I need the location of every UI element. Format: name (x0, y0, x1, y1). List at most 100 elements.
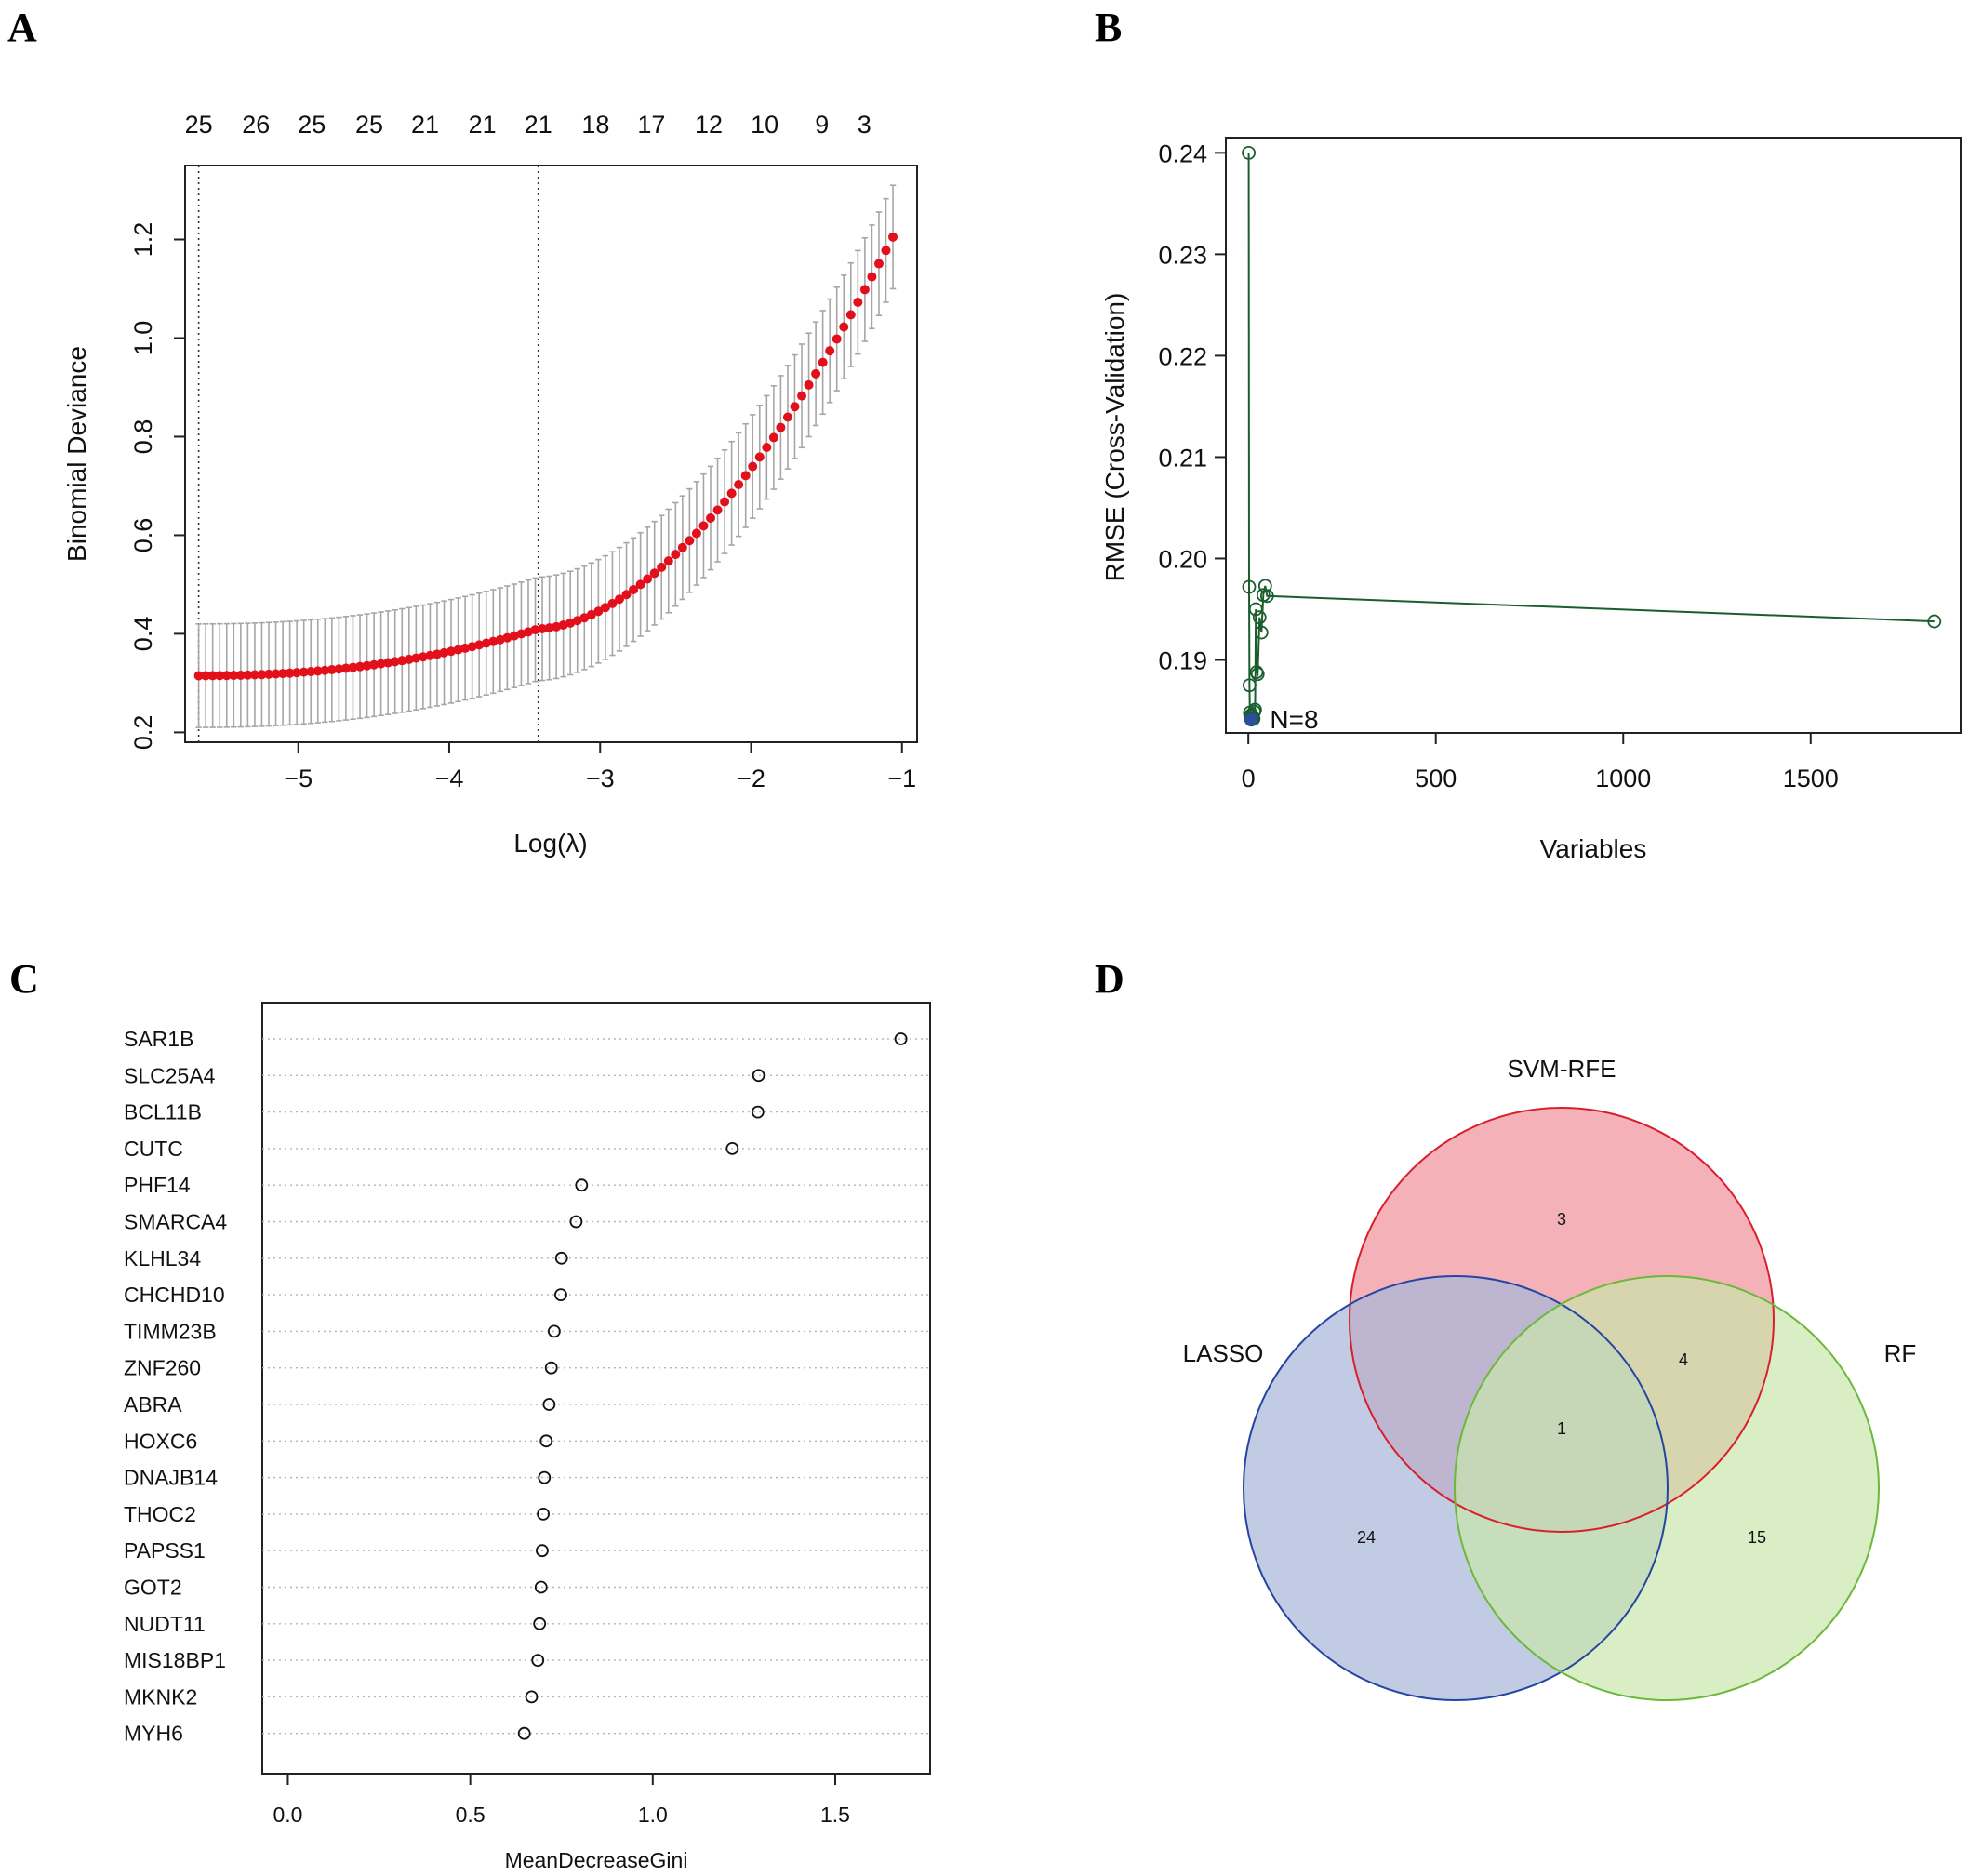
panel-a-point (663, 556, 673, 566)
panel-a-point (832, 334, 842, 344)
panel-a-point (348, 662, 358, 672)
panel-a-point (579, 613, 590, 623)
panel-b-x-tick-label: 500 (1415, 765, 1457, 792)
panel-a-point (425, 650, 435, 660)
panel-c-point (538, 1470, 552, 1484)
panel-c-gene-label: SLC25A4 (124, 1063, 216, 1087)
panel-a-point (888, 232, 898, 242)
panel-a-top-axis-label: 10 (751, 111, 778, 139)
panel-b-y-label: RMSE (Cross-Validation) (1100, 293, 1129, 582)
panel-letter-b: B (1095, 5, 1122, 50)
panel-a-point (726, 488, 737, 499)
panel-b-point (1250, 667, 1265, 682)
panel-b-y-tick-label: 0.21 (1158, 444, 1207, 472)
panel-a-top-axis-label: 21 (411, 111, 439, 139)
panel-a-point (460, 643, 471, 653)
panel-a-point (481, 638, 491, 648)
panel-a-point (839, 322, 849, 332)
panel-a-y-tick-label: 0.2 (129, 715, 157, 751)
panel-c-gene-label: ABRA (124, 1392, 182, 1417)
panel-c-point (751, 1105, 765, 1119)
panel-a-point (221, 671, 232, 681)
panel-b-point (1257, 579, 1272, 593)
venn-outline-lasso (1243, 1275, 1669, 1701)
panel-a-point (867, 272, 877, 282)
panel-a-point (677, 542, 687, 552)
panel-a-point (299, 667, 309, 677)
panel-a-point (376, 659, 386, 669)
panel-a-x-tick-label: −3 (586, 765, 615, 792)
panel-a-point (432, 649, 442, 659)
panel-a-point (552, 621, 562, 632)
panel-a-point (544, 623, 554, 633)
panel-b-point (1242, 145, 1256, 160)
panel-a-y-tick-label: 0.8 (129, 419, 157, 455)
panel-a-point (271, 669, 281, 679)
panel-c-x-tick-label: 1.0 (638, 1803, 668, 1827)
panel-c-point (752, 1069, 765, 1083)
panel-c-point (539, 1434, 553, 1448)
panel-letter-d: D (1095, 956, 1124, 1002)
panel-c-gene-label: GOT2 (124, 1576, 182, 1600)
panel-a-point (538, 623, 548, 633)
panel-a-point (873, 259, 884, 269)
panel-b-y-tick-label: 0.23 (1158, 241, 1207, 269)
panel-a-point (782, 412, 792, 422)
panel-a-top-axis-label: 25 (185, 111, 213, 139)
panel-a-point (334, 664, 344, 674)
panel-c-gene-label: MYH6 (124, 1722, 183, 1746)
panel-b-point (1242, 678, 1257, 693)
panel-a-point (523, 627, 533, 637)
panel-a-point (390, 657, 400, 667)
panel-a-top-axis-label: 21 (469, 111, 497, 139)
panel-a-point (453, 645, 463, 655)
panel-a-point (516, 629, 526, 639)
panel-a-point (193, 671, 204, 681)
panel-a-point (565, 618, 576, 628)
panel-a-point (207, 671, 218, 681)
panel-c-point (525, 1690, 539, 1704)
panel-a-point (215, 671, 225, 681)
panel-c-point (537, 1508, 551, 1521)
panel-c-point (536, 1544, 549, 1558)
panel-a-point (845, 310, 856, 320)
panel-c-point (554, 1251, 568, 1265)
panel-a-point (825, 346, 835, 356)
panel-b-best-label: N=8 (1270, 705, 1318, 734)
panel-a-point (502, 632, 512, 643)
panel-a-point (720, 497, 730, 507)
panel-c-gene-label: MIS18BP1 (124, 1648, 226, 1672)
panel-a-point (474, 640, 485, 650)
panel-a-point (439, 647, 449, 658)
panel-a-top-axis-label: 18 (581, 111, 609, 139)
panel-c-point (575, 1178, 589, 1192)
venn-count-lasso-only: 24 (1357, 1528, 1376, 1547)
panel-a-point (278, 669, 288, 679)
venn-label-lasso: LASSO (1183, 1339, 1264, 1367)
panel-a-x-tick-label: −1 (887, 765, 916, 792)
panel-a-point (811, 368, 821, 379)
panel-a-point (313, 666, 323, 676)
panel-a-y-tick-label: 0.4 (129, 617, 157, 652)
panel-a-top-axis-label: 9 (815, 111, 829, 139)
panel-a-point (320, 665, 330, 675)
panel-a-point (509, 631, 519, 641)
panel-b-point (1927, 614, 1942, 629)
panel-c-gene-label: THOC2 (124, 1502, 196, 1526)
panel-b-y-tick-label: 0.19 (1158, 646, 1207, 674)
panel-a-point (201, 671, 211, 681)
panel-a-point (586, 609, 596, 619)
panel-a-point (362, 660, 372, 671)
venn-outline-svm-rfe (1349, 1107, 1775, 1533)
panel-a-point (369, 659, 379, 670)
panel-a-plot-frame (184, 165, 918, 743)
panel-b-y-tick-label: 0.24 (1158, 140, 1207, 167)
panel-b-x-label: Variables (1540, 834, 1647, 863)
panel-a-point (706, 512, 716, 523)
panel-a-point (853, 297, 863, 307)
panel-b-point (1254, 625, 1269, 640)
panel-b-x-tick-label: 1500 (1783, 765, 1839, 792)
panel-a-x-tick-label: −2 (737, 765, 765, 792)
panel-a-point (671, 550, 681, 560)
